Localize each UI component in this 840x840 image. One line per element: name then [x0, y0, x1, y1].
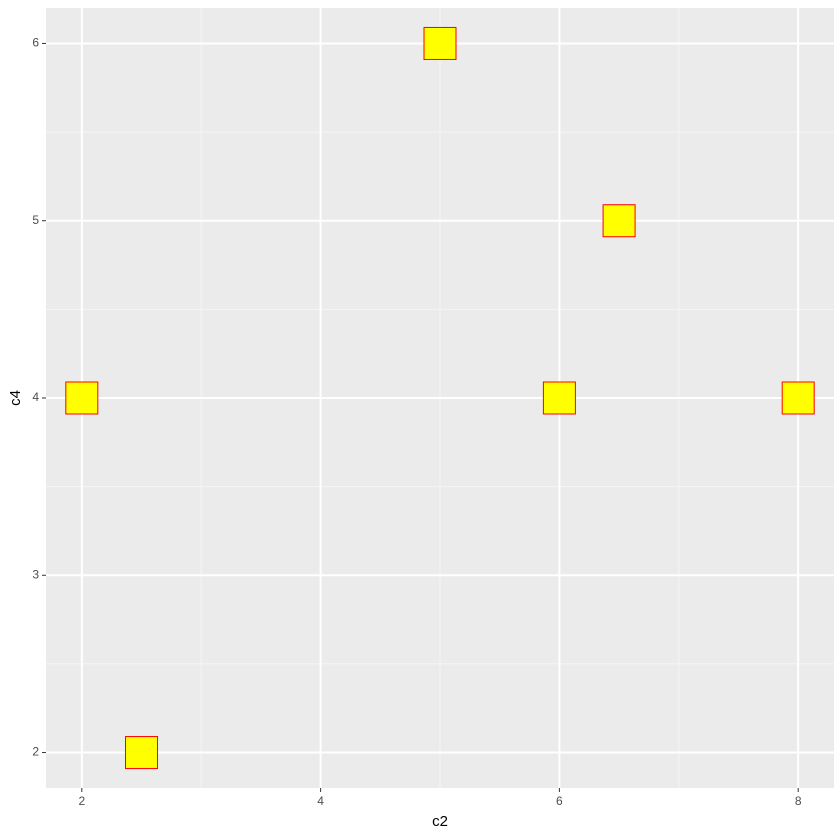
x-tick-label: 6 — [556, 794, 563, 808]
point — [602, 204, 636, 238]
y-tick-label: 3 — [32, 567, 39, 581]
point — [542, 381, 576, 415]
y-tick-label: 2 — [32, 745, 39, 759]
x-axis-title: c2 — [432, 813, 448, 830]
point — [781, 381, 815, 415]
y-tick-label: 6 — [32, 36, 39, 50]
y-tick-label: 4 — [32, 390, 39, 404]
point — [423, 26, 457, 60]
point — [125, 736, 159, 770]
x-tick-label: 8 — [795, 794, 802, 808]
y-tick-label: 5 — [32, 213, 39, 227]
y-axis-title: c4 — [7, 390, 24, 406]
x-tick-label: 4 — [317, 794, 324, 808]
x-tick-label: 2 — [78, 794, 85, 808]
point — [65, 381, 99, 415]
